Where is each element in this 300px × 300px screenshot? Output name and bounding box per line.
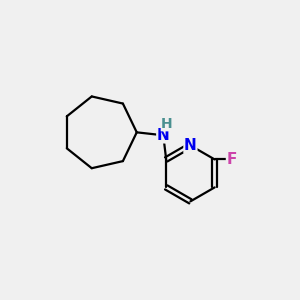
Text: F: F xyxy=(226,152,237,167)
Text: N: N xyxy=(157,128,169,143)
Text: N: N xyxy=(184,138,197,153)
Text: H: H xyxy=(161,117,172,131)
